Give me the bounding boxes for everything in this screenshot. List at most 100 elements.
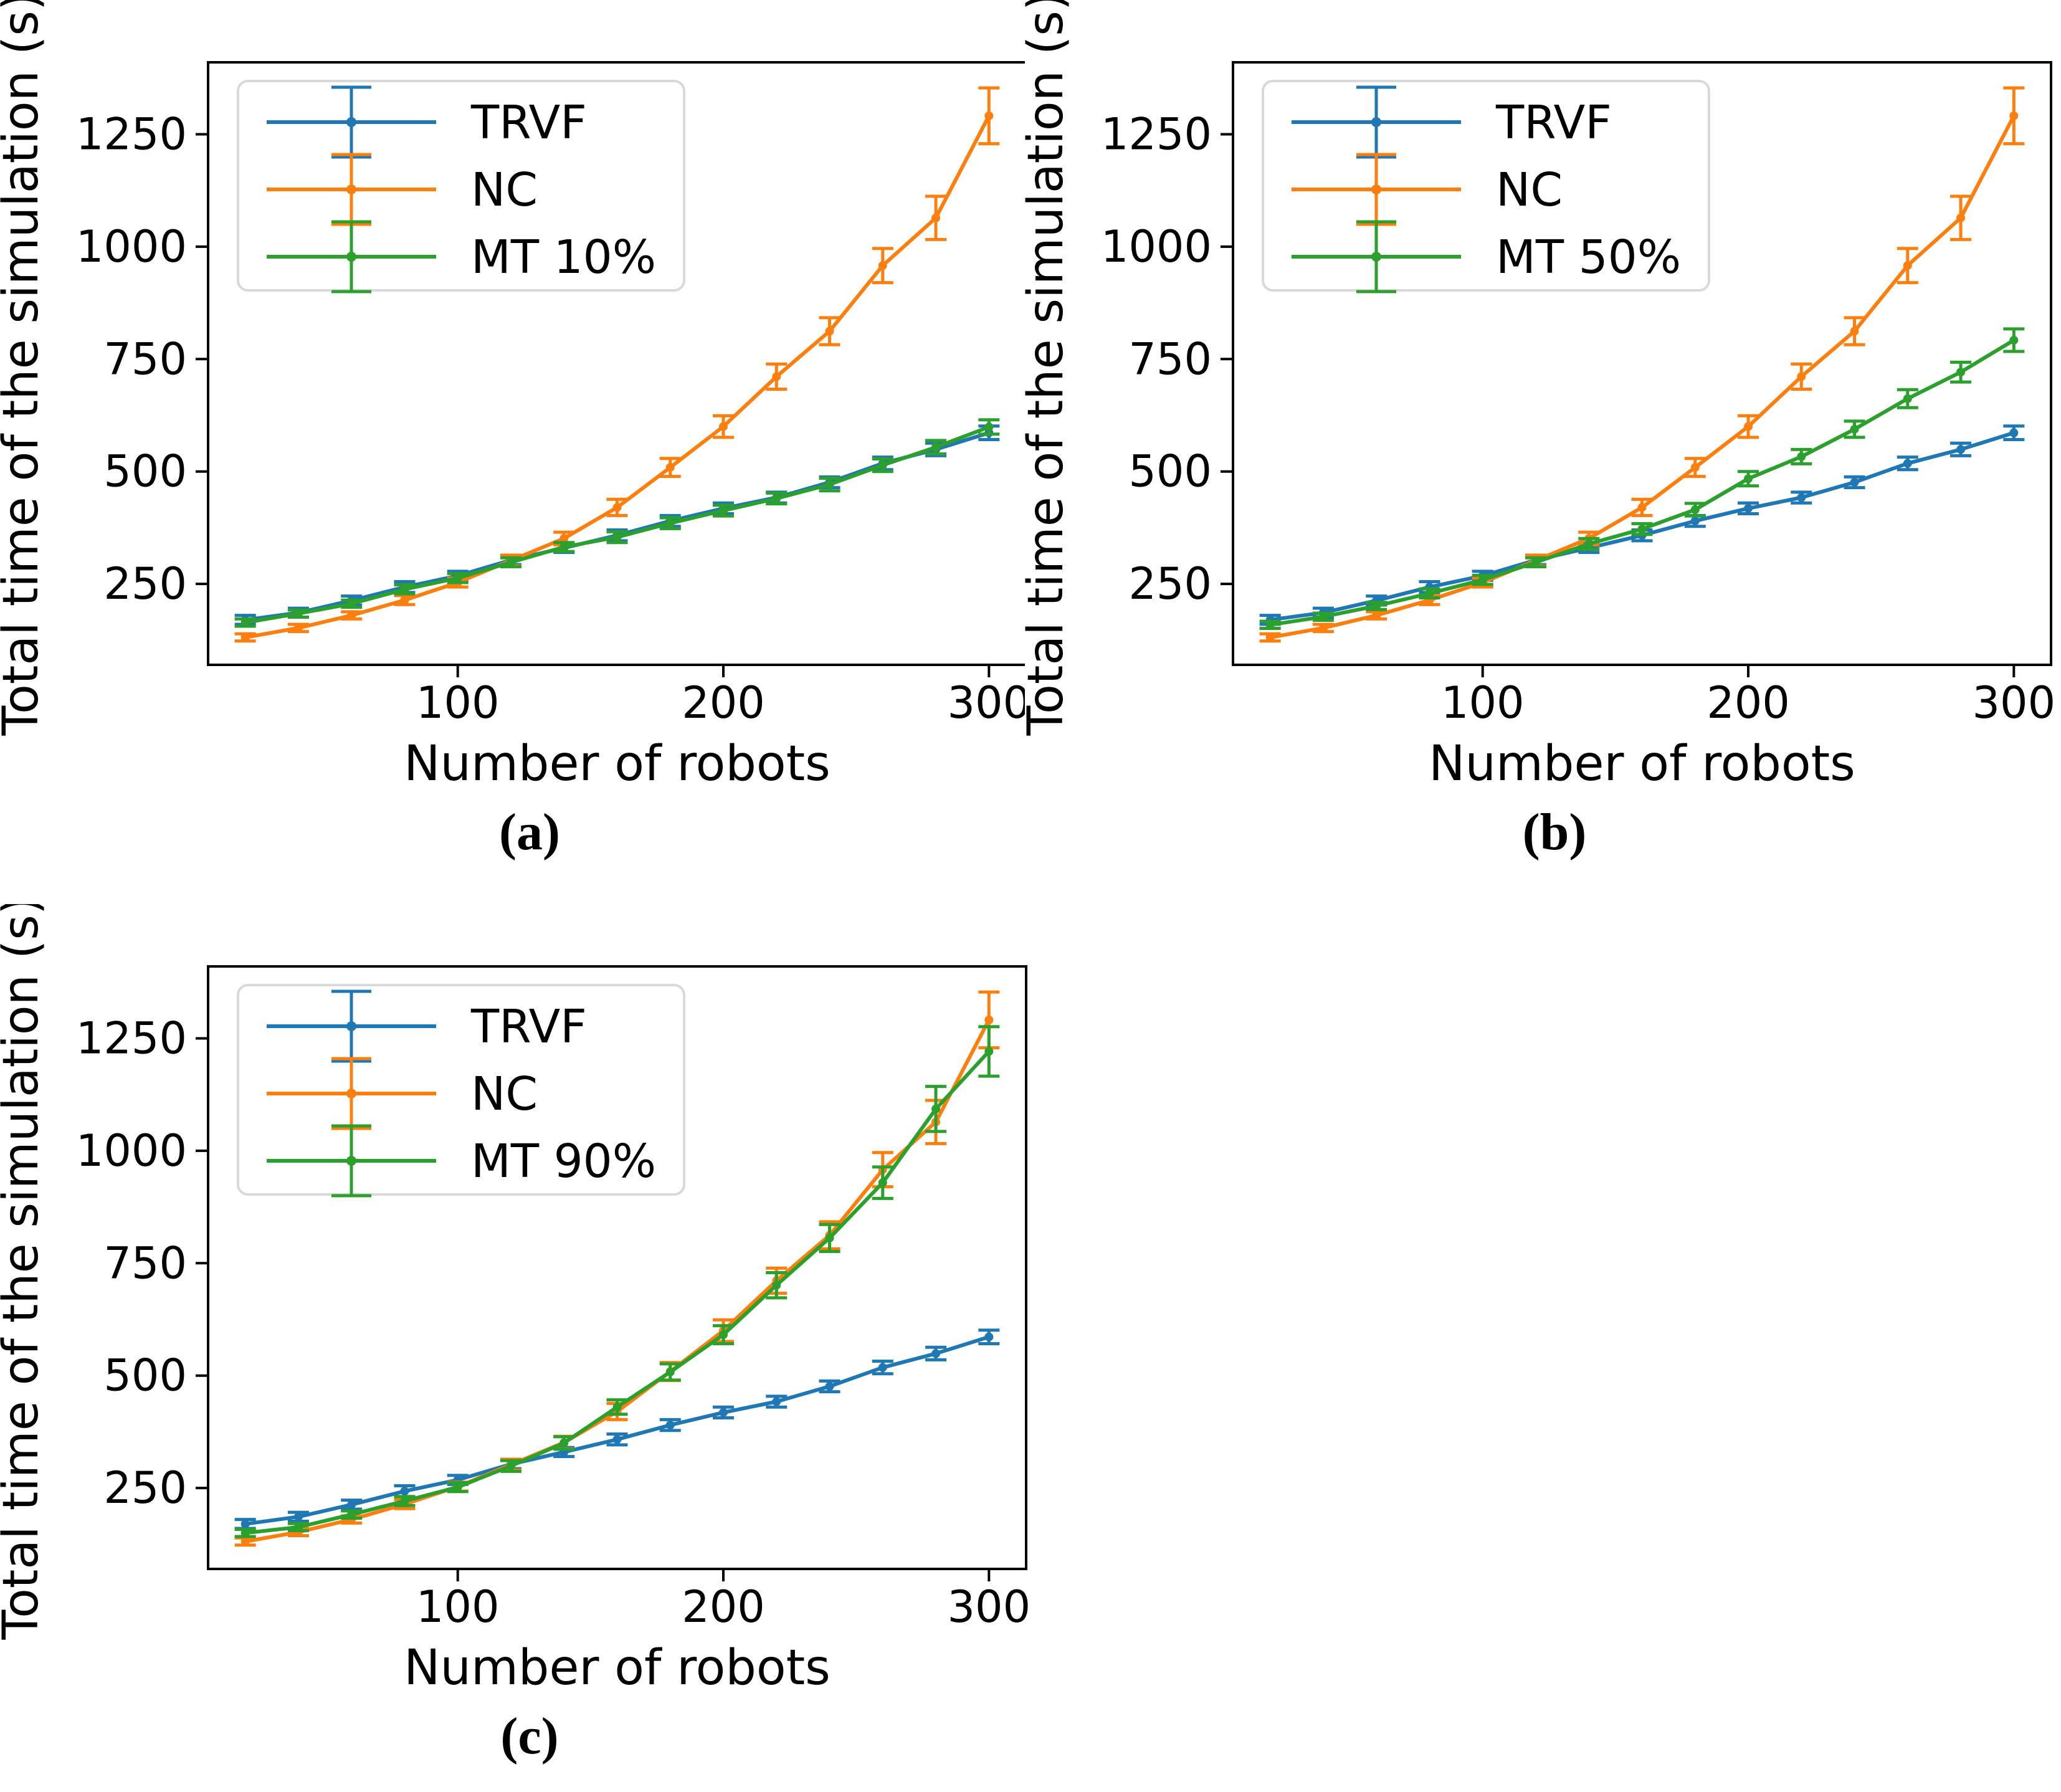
data-point-marker [612,503,622,512]
legend-entry-NC: NC [267,153,538,226]
legend-label: NC [1496,163,1563,217]
data-point-marker [984,111,994,120]
data-point-marker [1265,632,1275,642]
legend-label: MT 10% [471,231,656,284]
data-point-marker [506,1461,515,1470]
x-tick-label: 300 [948,1581,1031,1632]
series-MT 10% [234,418,1000,628]
data-point-marker [984,422,994,432]
data-point-marker [825,1233,834,1242]
data-point-marker [1797,493,1806,502]
data-point-marker [240,618,250,627]
data-point-marker [1478,575,1487,584]
data-point-marker [347,611,356,620]
legend-marker [346,184,356,194]
x-tick-label: 200 [1706,677,1790,728]
x-tick-label: 300 [948,677,1031,728]
data-point-marker [1850,478,1859,487]
data-point-marker [612,1435,622,1444]
y-tick-label: 250 [1128,558,1212,609]
x-tick-label: 100 [1441,677,1525,728]
legend-label: NC [471,163,538,217]
data-point-marker [1850,326,1859,336]
data-point-marker [1265,620,1275,629]
legend-label: TRVF [470,96,587,150]
data-point-marker [719,506,728,515]
legend-entry-MT 10%: MT 10% [267,220,656,293]
legend-marker [346,1021,356,1031]
data-point-marker [1637,503,1647,512]
legend-marker [346,1156,356,1166]
legend-entry-NC: NC [267,1057,538,1130]
x-axis-label: Number of robots [1429,736,1855,792]
legend-entry-MT 90%: MT 90% [267,1124,656,1198]
legend-marker [1371,252,1381,262]
data-point-marker [931,1349,941,1358]
y-axis-label: Total time of the simulation (s) [0,904,49,1640]
axes-spines [207,965,1027,1570]
data-point-marker [825,1382,834,1391]
x-axis-label: Number of robots [404,736,831,792]
data-point-marker [1956,213,1966,222]
data-point-marker [559,542,569,551]
caption-c: (c) [500,1707,559,1765]
x-tick-label: 100 [416,677,500,728]
caption-a: (a) [499,803,560,861]
data-point-marker [984,1047,994,1056]
data-point-marker [665,463,675,472]
data-point-marker [931,1104,941,1113]
chart-canvas-b: 100 200 300 Number of robots 250 500 750 1000 12… [1025,0,2061,888]
subplot-a: 100 200 300 Number of robots 250 500 750 1000 12… [0,0,1059,888]
legend-box [237,80,685,292]
data-point-marker [1903,394,1912,403]
data-point-marker [825,480,834,489]
legend-entry-TRVF: TRVF [267,989,587,1063]
data-point-marker [293,609,303,618]
series-NC [234,86,1000,643]
data-point-marker [1584,539,1594,548]
x-tick-label: 100 [416,1581,500,1632]
x-axis: 100 200 300 Number of robots [404,665,1030,792]
data-point-marker [772,493,781,503]
data-point-marker [453,573,462,583]
data-point-marker [400,596,409,605]
legend: TRVF NC MT 10% [237,80,685,293]
data-point-marker [400,1487,409,1496]
legend-marker [1371,184,1381,194]
data-point-marker [1531,558,1540,567]
axes-spines [1232,61,2052,666]
y-tick-label: 1250 [76,1013,187,1064]
data-point-marker [1797,372,1806,381]
y-tick-label: 1000 [1101,221,1212,272]
series-TRVF [234,1328,1000,1530]
data-point-marker [453,1482,462,1492]
y-tick-label: 1250 [1101,108,1212,160]
series-MT 50% [1259,327,2025,631]
data-point-marker [2009,335,2019,345]
data-point-marker [1744,422,1753,431]
data-point-marker [240,632,250,642]
y-tick-label: 500 [103,446,187,497]
legend-label: MT 90% [471,1135,656,1188]
data-point-marker [931,213,941,222]
data-point-marker [1956,368,1966,377]
chart-canvas-c: 100 200 300 Number of robots 250 500 750 1000 12… [0,904,1059,1792]
data-point-marker [665,1421,675,1430]
legend-entry-TRVF: TRVF [1292,85,1612,159]
subplot-c: 100 200 300 Number of robots 250 500 750 1000 12… [0,904,1059,1792]
data-point-marker [400,1497,409,1506]
x-axis-label: Number of robots [404,1640,831,1696]
y-tick-label: 500 [103,1350,187,1401]
series-MT 90% [234,1025,1000,1538]
data-point-marker [1637,525,1647,534]
legend: TRVF NC MT 50% [1262,80,1710,293]
data-point-marker [2009,428,2019,437]
x-axis: 100 200 300 Number of robots [1429,665,2055,792]
legend-box [1262,80,1710,292]
data-point-marker [2009,111,2019,120]
y-tick-label: 750 [1128,333,1212,384]
data-point-marker [772,1280,781,1290]
data-point-marker [772,1397,781,1406]
y-axis-label: Total time of the simulation (s) [0,0,49,736]
